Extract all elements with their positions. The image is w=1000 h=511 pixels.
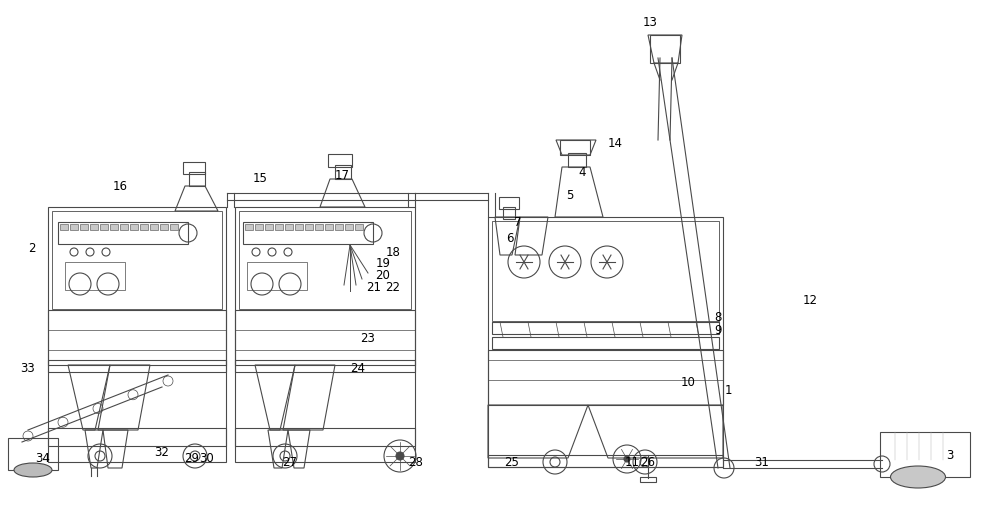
Bar bbox=[255, 224, 263, 230]
Bar bbox=[328, 154, 352, 167]
Bar bbox=[295, 224, 303, 230]
Text: 13: 13 bbox=[643, 15, 657, 29]
Text: 12: 12 bbox=[802, 293, 817, 307]
Text: 23: 23 bbox=[361, 332, 375, 344]
Bar bbox=[305, 224, 313, 230]
Text: 18: 18 bbox=[386, 245, 400, 259]
Bar bbox=[345, 224, 353, 230]
Text: 34: 34 bbox=[36, 452, 50, 464]
Text: 22: 22 bbox=[386, 281, 400, 293]
Bar bbox=[355, 224, 363, 230]
Text: 24: 24 bbox=[351, 361, 366, 375]
Bar bbox=[265, 224, 273, 230]
Bar bbox=[150, 224, 158, 230]
Bar bbox=[245, 224, 253, 230]
Bar bbox=[65, 262, 125, 290]
Text: 27: 27 bbox=[283, 455, 298, 469]
Text: 7: 7 bbox=[514, 216, 522, 228]
Bar bbox=[70, 224, 78, 230]
Bar bbox=[235, 310, 415, 365]
Text: 30: 30 bbox=[200, 452, 214, 464]
Text: 21: 21 bbox=[367, 281, 382, 293]
Bar bbox=[243, 222, 373, 244]
Bar bbox=[488, 350, 723, 405]
Ellipse shape bbox=[14, 463, 52, 477]
Bar bbox=[335, 165, 351, 179]
Text: 3: 3 bbox=[946, 449, 954, 461]
Text: 11: 11 bbox=[624, 455, 640, 469]
Text: 25: 25 bbox=[505, 455, 519, 469]
Text: 14: 14 bbox=[608, 136, 622, 150]
Bar bbox=[80, 224, 88, 230]
Bar bbox=[488, 217, 723, 467]
Bar bbox=[130, 224, 138, 230]
Text: 32: 32 bbox=[155, 446, 169, 458]
Bar bbox=[239, 211, 411, 309]
Circle shape bbox=[624, 456, 630, 462]
Text: 10: 10 bbox=[681, 376, 695, 388]
Bar bbox=[503, 207, 515, 219]
Bar bbox=[183, 162, 205, 174]
Bar bbox=[488, 455, 723, 467]
Bar bbox=[48, 360, 226, 372]
Text: 20: 20 bbox=[376, 268, 390, 282]
Bar bbox=[120, 224, 128, 230]
Text: 8: 8 bbox=[714, 311, 722, 323]
Text: 6: 6 bbox=[506, 231, 514, 244]
Bar bbox=[335, 224, 343, 230]
Text: 17: 17 bbox=[335, 169, 350, 181]
Bar bbox=[275, 224, 283, 230]
Ellipse shape bbox=[890, 466, 945, 488]
Text: 29: 29 bbox=[185, 452, 200, 464]
Bar bbox=[235, 360, 415, 372]
Text: 1: 1 bbox=[724, 383, 732, 397]
Bar bbox=[170, 224, 178, 230]
Bar bbox=[48, 207, 226, 462]
Text: 16: 16 bbox=[113, 179, 128, 193]
Bar bbox=[560, 140, 590, 155]
Bar bbox=[492, 337, 719, 349]
Bar bbox=[640, 477, 656, 482]
Bar bbox=[58, 222, 188, 244]
Bar bbox=[492, 221, 719, 321]
Bar bbox=[8, 438, 58, 470]
Bar bbox=[285, 224, 293, 230]
Bar bbox=[315, 224, 323, 230]
Bar bbox=[100, 224, 108, 230]
Bar bbox=[48, 310, 226, 365]
Text: 15: 15 bbox=[253, 172, 267, 184]
Bar bbox=[60, 224, 68, 230]
Bar bbox=[247, 262, 307, 290]
Bar bbox=[110, 224, 118, 230]
Bar bbox=[160, 224, 168, 230]
Text: 9: 9 bbox=[714, 323, 722, 337]
Bar bbox=[880, 432, 970, 477]
Text: 19: 19 bbox=[376, 257, 391, 269]
Bar bbox=[568, 153, 586, 167]
Text: 4: 4 bbox=[578, 166, 586, 178]
Bar bbox=[235, 428, 415, 446]
Bar bbox=[325, 224, 333, 230]
Text: 28: 28 bbox=[409, 455, 423, 469]
Bar bbox=[650, 35, 680, 63]
Text: 31: 31 bbox=[755, 455, 769, 469]
Bar bbox=[492, 322, 719, 334]
Bar bbox=[499, 197, 519, 209]
Bar bbox=[189, 172, 205, 186]
Circle shape bbox=[396, 452, 404, 460]
Bar bbox=[235, 207, 415, 462]
Bar bbox=[140, 224, 148, 230]
Text: 2: 2 bbox=[28, 242, 36, 254]
Text: 5: 5 bbox=[566, 189, 574, 201]
Bar bbox=[48, 428, 226, 446]
Text: 26: 26 bbox=[640, 455, 656, 469]
Bar bbox=[90, 224, 98, 230]
Text: 33: 33 bbox=[21, 361, 35, 375]
Bar bbox=[52, 211, 222, 309]
